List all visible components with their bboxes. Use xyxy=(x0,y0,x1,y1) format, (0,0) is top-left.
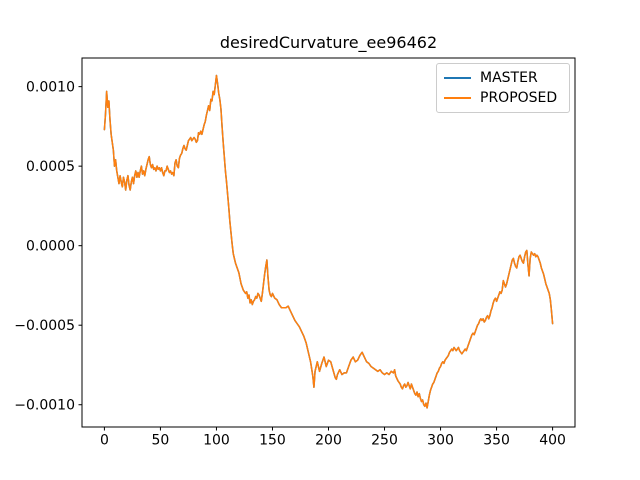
legend-line-swatch-master xyxy=(444,76,471,79)
y-tick-label: 0.0005 xyxy=(26,159,75,175)
x-tick-label: 50 xyxy=(152,433,170,449)
series-line-proposed xyxy=(103,74,554,409)
legend-label-proposed: PROPOSED xyxy=(480,89,558,106)
legend-label-master: MASTER xyxy=(480,69,538,86)
y-tick-label: −0.0010 xyxy=(14,398,75,414)
legend-entry-proposed: PROPOSED xyxy=(444,89,561,106)
legend: MASTER PROPOSED xyxy=(436,63,570,113)
axes-spines xyxy=(81,57,576,428)
y-tick-label: 0.0000 xyxy=(26,239,75,255)
x-tick-label: 0 xyxy=(100,433,109,449)
legend-entry-master: MASTER xyxy=(444,69,561,86)
x-tick-label: 250 xyxy=(371,433,398,449)
chart-title: desiredCurvature_ee96462 xyxy=(220,33,437,53)
x-tick-label: 300 xyxy=(427,433,454,449)
series-layer xyxy=(103,74,554,409)
axes-layer: 0 50 100 150 200 250 300 350 400 −0.0010 −0.0005 0.… xyxy=(14,57,576,449)
x-tick-label: 150 xyxy=(259,433,286,449)
x-tick-label: 400 xyxy=(539,433,566,449)
x-tick-label: 100 xyxy=(203,433,230,449)
series-line-master xyxy=(103,74,554,409)
x-tick-label: 350 xyxy=(483,433,510,449)
x-tick-label: 200 xyxy=(315,433,342,449)
y-tick-label: −0.0005 xyxy=(14,318,75,334)
legend-line-swatch-proposed xyxy=(444,96,471,99)
y-tick-label: 0.0010 xyxy=(26,80,75,96)
